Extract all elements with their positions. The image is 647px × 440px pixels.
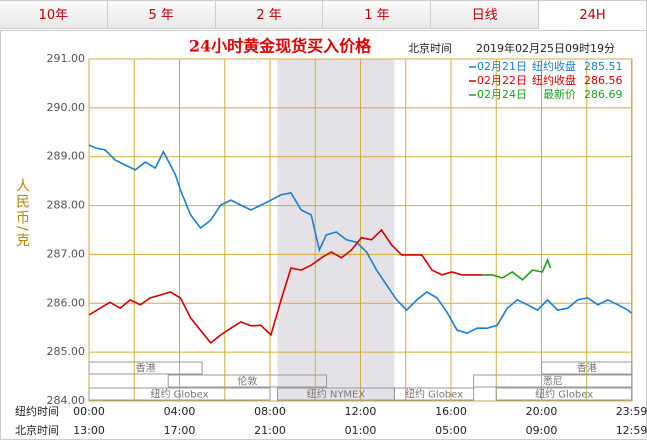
x-row-label: 北京时间 xyxy=(15,423,59,437)
x-tick-label: 00:00 xyxy=(73,405,105,418)
tab[interactable]: 24H xyxy=(539,0,647,29)
series-line xyxy=(482,257,552,281)
x-tick-label-beijing: 01:00 xyxy=(345,424,377,437)
session-bar xyxy=(88,361,203,375)
session-label: 纽约 Globex xyxy=(150,388,208,401)
tab[interactable]: 2 年 xyxy=(215,0,324,29)
session-bar xyxy=(393,387,475,401)
x-tick-label-beijing: 09:00 xyxy=(526,424,558,437)
tab[interactable]: 日线 xyxy=(431,0,540,29)
session-bar xyxy=(495,387,633,401)
legend-label: 最新价 xyxy=(543,87,576,101)
legend-label: 纽约收盘 xyxy=(532,73,576,87)
session-label: 纽约 Globex xyxy=(405,388,463,401)
shaded-session xyxy=(277,59,395,401)
session-bar xyxy=(88,387,271,401)
x-tick-label: 04:00 xyxy=(164,405,196,418)
x-tick-label: 23:59 xyxy=(616,405,647,418)
y-tick-label: 287.00 xyxy=(47,247,86,260)
session-label: 香港 xyxy=(136,363,156,375)
session-label: 纽约 NYMEX xyxy=(307,388,366,401)
session-bar xyxy=(541,361,633,375)
plot-frame xyxy=(88,58,633,402)
x-tick-label: 12:00 xyxy=(345,405,377,418)
chart: 24小时黄金现货买入价格 北京时间 2019年02月25日09时19分 284.… xyxy=(0,30,647,440)
y-tick-label: 285.00 xyxy=(47,345,86,358)
x-tick-label: 08:00 xyxy=(254,405,286,418)
chart-title: 24小时黄金现货买入价格 xyxy=(189,37,372,56)
series-line xyxy=(88,144,633,334)
session-label: 纽约 Globex xyxy=(535,388,593,401)
legend-last: 286.56 xyxy=(584,74,623,87)
x-tick-label: 20:00 xyxy=(526,405,558,418)
y-tick-label: 290.00 xyxy=(47,101,86,114)
legend-last: 285.51 xyxy=(584,60,623,73)
session-label: 香港 xyxy=(577,363,597,375)
x-tick-label-beijing: 05:00 xyxy=(435,424,467,437)
y-tick-label: 284.00 xyxy=(47,394,86,407)
time-zone-label: 北京时间 xyxy=(408,41,452,55)
legend-name: 02月24日 xyxy=(477,88,527,101)
tab[interactable]: 1 年 xyxy=(323,0,432,29)
x-tick-label-beijing: 13:00 xyxy=(73,424,105,437)
y-tick-label: 286.00 xyxy=(47,296,86,309)
session-bar xyxy=(473,374,633,388)
tab[interactable]: 10年 xyxy=(0,0,108,29)
legend-name: 02月22日 xyxy=(477,74,527,87)
session-label: 悉尼 xyxy=(543,376,563,388)
session-bar xyxy=(167,374,328,388)
y-tick-label: 289.00 xyxy=(47,150,86,163)
tab[interactable]: 5 年 xyxy=(107,0,216,29)
x-tick-label-beijing: 21:00 xyxy=(254,424,286,437)
series-line xyxy=(88,228,483,345)
y-tick-label: 288.00 xyxy=(47,199,86,212)
x-tick-label-beijing: 17:00 xyxy=(164,424,196,437)
legend-label: 纽约收盘 xyxy=(532,59,576,73)
x-tick-label: 16:00 xyxy=(435,405,467,418)
legend-name: 02月21日 xyxy=(477,60,527,73)
y-axis-label: 人民币/克 xyxy=(14,178,30,249)
legend-last: 286.69 xyxy=(584,88,623,101)
session-label: 伦敦 xyxy=(237,375,257,388)
x-tick-label-beijing: 12:59 xyxy=(616,424,647,437)
y-tick-label: 291.00 xyxy=(47,52,86,65)
x-row-label: 纽约时间 xyxy=(15,404,59,418)
timestamp: 2019年02月25日09时19分 xyxy=(476,41,615,55)
